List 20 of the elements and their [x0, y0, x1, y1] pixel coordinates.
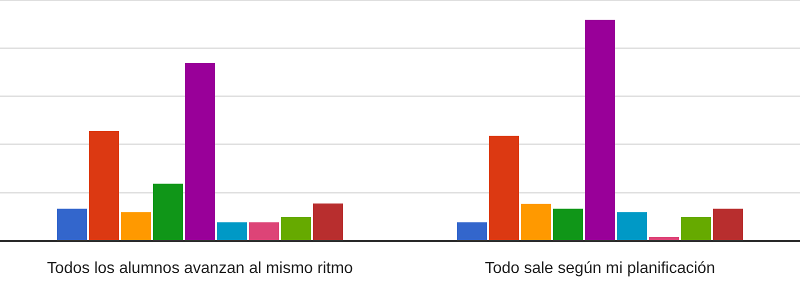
- bar: [216, 222, 248, 240]
- bar: [152, 184, 184, 240]
- bar: [712, 208, 744, 240]
- bar: [552, 208, 584, 240]
- bar: [680, 216, 712, 240]
- bar: [88, 131, 120, 240]
- bar: [616, 212, 648, 240]
- bar: [456, 222, 488, 240]
- x-tick-label: Todo sale según mi planificación: [484, 260, 716, 277]
- x-tick-label: Todos los alumnos avanzan al mismo ritmo: [47, 260, 354, 277]
- bar: [312, 203, 344, 240]
- bar: [520, 204, 552, 240]
- bar: [120, 212, 152, 240]
- bar: [488, 136, 520, 240]
- bar: [280, 216, 312, 240]
- bar: [648, 237, 680, 240]
- bar: [56, 208, 88, 240]
- bar: [584, 20, 616, 240]
- bar: [184, 62, 216, 240]
- bar: [248, 222, 280, 240]
